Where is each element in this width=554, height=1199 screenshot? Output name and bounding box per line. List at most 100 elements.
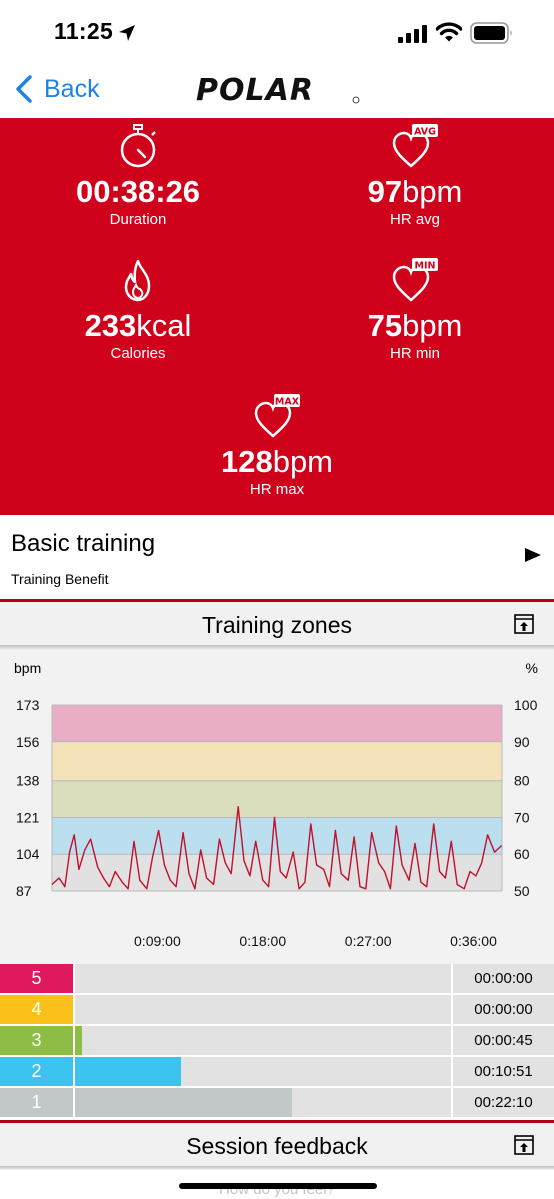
location-arrow-icon xyxy=(119,25,135,41)
x-tick-label: 0:18:00 xyxy=(239,933,286,949)
zone-bar-track xyxy=(75,1057,451,1086)
y2-tick-label: 70 xyxy=(514,809,530,825)
hr-max-label: HR max xyxy=(249,481,305,498)
y-tick-label: 138 xyxy=(16,773,40,789)
heart-rate-chart: 87 104 121 138 156 173 50 60 70 80 90 100 0:09:00 0… xyxy=(0,650,554,964)
y-tick-label: 156 xyxy=(16,734,40,750)
zone-time: 00:10:51 xyxy=(453,1057,554,1086)
zone-bar-track xyxy=(75,964,451,993)
zone-bar-track xyxy=(75,1088,451,1117)
y-tick-label: 87 xyxy=(16,883,32,899)
stopwatch-icon xyxy=(120,124,156,168)
y2-tick-label: 90 xyxy=(514,734,530,750)
zone-band-5 xyxy=(52,705,502,742)
zone-time: 00:00:45 xyxy=(453,1026,554,1055)
zone-row-1: 1 00:22:10 xyxy=(0,1088,554,1117)
y2-tick-label: 100 xyxy=(514,697,538,713)
zone-bar-track xyxy=(75,995,451,1024)
zone-time: 00:00:00 xyxy=(453,964,554,993)
navigation-bar: Back POLAR xyxy=(0,62,554,118)
chevron-left-icon xyxy=(16,75,32,103)
battery-icon xyxy=(470,22,512,44)
zone-number: 4 xyxy=(0,995,73,1024)
zone-time: 00:00:00 xyxy=(453,995,554,1024)
back-label: Back xyxy=(44,74,100,103)
y2-tick-label: 80 xyxy=(514,773,530,789)
duration-label: Duration xyxy=(109,211,167,228)
svg-text:POLAR: POLAR xyxy=(196,74,314,104)
hr-avg-stat: AVG 97bpm HR avg xyxy=(285,124,545,228)
y-tick-label: 104 xyxy=(16,846,40,862)
hr-min-stat: MIN 75bpm HR min xyxy=(285,258,545,362)
summary-stats-panel: 00:38:26 Duration AVG 97bpm HR avg 233kc… xyxy=(0,118,554,515)
x-tick-label: 0:27:00 xyxy=(345,933,392,949)
zone-row-5: 5 00:00:00 xyxy=(0,964,554,993)
zone-band-4 xyxy=(52,741,502,781)
hr-avg-value: 97bpm xyxy=(367,174,463,209)
calories-stat: 233kcal Calories xyxy=(8,258,268,362)
zone-number: 3 xyxy=(0,1026,73,1055)
zone-number: 1 xyxy=(0,1088,73,1117)
training-benefit-subtitle: Training Benefit xyxy=(11,571,109,587)
y-axis-label: bpm xyxy=(14,660,41,676)
heart-avg-icon: AVG xyxy=(392,124,438,168)
zone-number: 2 xyxy=(0,1057,73,1086)
zone-row-3: 3 00:00:45 xyxy=(0,1026,554,1055)
svg-text:MAX: MAX xyxy=(275,397,300,408)
section-divider xyxy=(0,1120,554,1123)
zone-duration-bars: 5 00:00:00 4 00:00:00 3 00:00:45 2 00:10:51 1 00:… xyxy=(0,964,554,1120)
calories-value: 233kcal xyxy=(84,308,192,343)
section-divider xyxy=(0,599,554,602)
heart-rate-chart-svg: 87 104 121 138 156 173 50 60 70 80 90 100 0:09:00 0… xyxy=(14,660,538,949)
calories-label: Calories xyxy=(110,345,166,362)
training-benefit-row[interactable]: Basic training Training Benefit xyxy=(0,515,554,601)
heart-rate-line xyxy=(51,806,503,890)
x-tick-label: 0:09:00 xyxy=(134,933,181,949)
export-icon[interactable] xyxy=(514,614,534,634)
hr-avg-label: HR avg xyxy=(389,211,441,228)
zone-time: 00:22:10 xyxy=(453,1088,554,1117)
svg-text:AVG: AVG xyxy=(414,127,436,138)
duration-value: 00:38:26 xyxy=(75,174,201,209)
session-feedback-title: Session feedback xyxy=(186,1133,368,1159)
zone-bar-track xyxy=(75,1026,451,1055)
home-indicator xyxy=(179,1183,377,1189)
hr-min-label: HR min xyxy=(389,345,440,362)
export-icon[interactable] xyxy=(514,1135,534,1155)
svg-text:MIN: MIN xyxy=(415,261,436,272)
zone-number: 5 xyxy=(0,964,73,993)
duration-stat: 00:38:26 Duration xyxy=(8,124,268,228)
y2-axis-label: % xyxy=(526,660,538,676)
cellular-signal-icon xyxy=(398,25,427,43)
x-tick-label: 0:36:00 xyxy=(450,933,497,949)
y2-tick-label: 60 xyxy=(514,846,530,862)
zone-band-1 xyxy=(52,854,502,891)
heart-min-icon: MIN xyxy=(392,258,438,302)
wifi-icon xyxy=(436,22,462,42)
polar-logo: POLAR xyxy=(196,74,360,104)
hr-min-value: 75bpm xyxy=(367,308,463,343)
status-bar: 11:25 xyxy=(0,0,554,62)
session-feedback-header: Session feedback xyxy=(0,1123,554,1167)
zone-bar-fill xyxy=(75,1088,292,1117)
training-benefit-title: Basic training xyxy=(11,530,156,557)
back-button[interactable]: Back xyxy=(14,72,100,106)
y-tick-label: 173 xyxy=(16,697,40,713)
play-arrow-icon[interactable] xyxy=(524,546,542,564)
training-zones-header: Training zones xyxy=(0,602,554,646)
y-tick-label: 121 xyxy=(16,809,40,825)
zone-bar-fill xyxy=(75,1026,83,1055)
zone-row-2: 2 00:10:51 xyxy=(0,1057,554,1086)
training-zones-title: Training zones xyxy=(201,612,352,638)
heart-max-icon: MAX xyxy=(254,394,300,438)
zone-bar-fill xyxy=(75,1057,182,1086)
header-shadow xyxy=(0,645,554,650)
header-shadow xyxy=(0,1166,554,1170)
y2-tick-label: 50 xyxy=(514,883,530,899)
hr-max-value: 128bpm xyxy=(220,444,334,479)
zone-row-4: 4 00:00:00 xyxy=(0,995,554,1024)
status-time: 11:25 xyxy=(54,18,114,44)
flame-icon xyxy=(124,259,151,302)
zone-band-3 xyxy=(52,780,502,818)
hr-max-stat: MAX 128bpm HR max xyxy=(147,394,407,498)
